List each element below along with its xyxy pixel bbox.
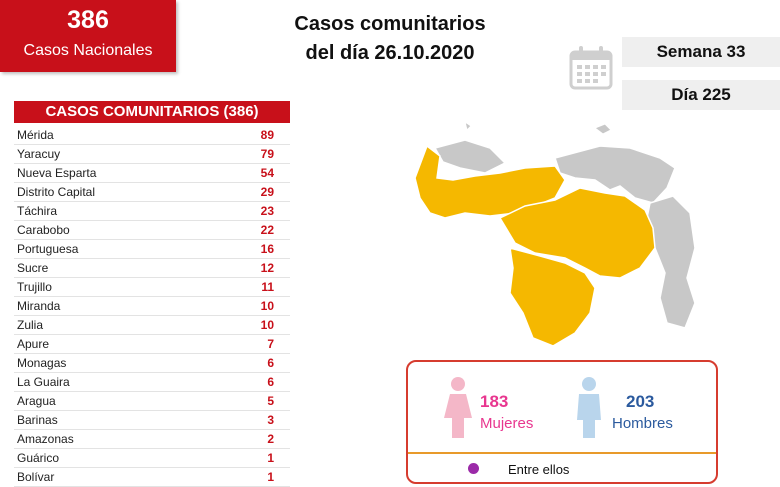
state-cases: 29 xyxy=(260,185,274,199)
men-count: 203 xyxy=(626,392,655,411)
state-name: Trujillo xyxy=(17,280,52,294)
table-row: Yaracuy 79 xyxy=(14,145,290,164)
calendar-icon xyxy=(569,46,613,90)
state-name: Amazonas xyxy=(17,432,74,446)
state-cases: 1 xyxy=(267,451,274,465)
man-icon xyxy=(577,377,601,438)
state-cases: 11 xyxy=(261,280,274,294)
table-row: Mérida 89 xyxy=(14,126,290,145)
woman-icon xyxy=(444,377,472,438)
map-region-south-yellow xyxy=(509,246,596,347)
page-title: Casos comunitarios del día 26.10.2020 xyxy=(240,10,540,68)
national-cases-count: 386 xyxy=(67,6,109,34)
table-row: Portuguesa 16 xyxy=(14,240,290,259)
cases-table: Mérida 89 Yaracuy 79 Nueva Esparta 54 Distrito… xyxy=(14,126,290,487)
state-cases: 10 xyxy=(260,299,274,313)
table-row: La Guaira 6 xyxy=(14,373,290,392)
state-name: Guárico xyxy=(17,451,60,465)
state-name: Táchira xyxy=(17,204,58,218)
table-row: Miranda 10 xyxy=(14,297,290,316)
table-row: Sucre 12 xyxy=(14,259,290,278)
state-name: Portuguesa xyxy=(17,242,79,256)
state-name: Monagas xyxy=(17,356,67,370)
state-cases: 6 xyxy=(267,375,274,389)
state-cases: 2 xyxy=(267,432,274,446)
state-name: Zulia xyxy=(17,318,44,332)
map-region-guayana-gray xyxy=(644,195,696,329)
state-name: Yaracuy xyxy=(17,147,61,161)
map-region-east-gray xyxy=(554,145,676,204)
state-name: Barinas xyxy=(17,413,58,427)
state-cases: 7 xyxy=(267,337,274,351)
table-row: Apure 7 xyxy=(14,335,290,354)
table-row: Barinas 3 xyxy=(14,411,290,430)
table-row: Guárico 1 xyxy=(14,449,290,468)
venezuela-map xyxy=(414,120,696,347)
table-row: Trujillo 11 xyxy=(14,278,290,297)
map-region-islands-gray xyxy=(464,120,612,135)
table-row: Táchira 23 xyxy=(14,202,290,221)
national-cases-label: Casos Nacionales xyxy=(23,42,153,59)
state-cases: 79 xyxy=(260,147,274,161)
table-header: CASOS COMUNITARIOS (386) xyxy=(14,101,290,123)
state-name: Carabobo xyxy=(17,223,70,237)
state-cases: 10 xyxy=(260,318,274,332)
state-name: Miranda xyxy=(17,299,61,313)
state-name: Distrito Capital xyxy=(17,185,96,199)
state-cases: 5 xyxy=(267,394,274,408)
men-label: Hombres xyxy=(612,415,673,432)
title-line-1: Casos comunitarios xyxy=(294,13,486,35)
table-row: Monagas 6 xyxy=(14,354,290,373)
state-cases: 89 xyxy=(260,128,274,142)
table-row: Bolívar 1 xyxy=(14,468,290,487)
table-row: Zulia 10 xyxy=(14,316,290,335)
title-line-2: del día 26.10.2020 xyxy=(305,42,475,64)
state-cases: 22 xyxy=(260,223,274,237)
state-cases: 6 xyxy=(267,356,274,370)
state-name: Apure xyxy=(17,337,50,351)
table-row: Amazonas 2 xyxy=(14,430,290,449)
state-name: Nueva Esparta xyxy=(17,166,97,180)
table-row: Carabobo 22 xyxy=(14,221,290,240)
women-label: Mujeres xyxy=(480,415,534,432)
state-name: Mérida xyxy=(17,128,54,142)
bullet-icon xyxy=(468,463,479,474)
state-name: La Guaira xyxy=(17,375,70,389)
state-cases: 54 xyxy=(260,166,274,180)
state-name: Bolívar xyxy=(17,470,55,484)
national-cases-box: 386 Casos Nacionales xyxy=(0,0,176,72)
state-cases: 3 xyxy=(267,413,274,427)
state-cases: 23 xyxy=(260,204,274,218)
state-name: Sucre xyxy=(17,261,49,275)
map-region-west-yellow xyxy=(414,144,566,219)
state-cases: 1 xyxy=(267,470,274,484)
week-box: Semana 33 xyxy=(622,37,780,67)
gender-box: 183 Mujeres 203 Hombres Entre ellos xyxy=(406,360,718,484)
map-region-northwest-gray xyxy=(433,139,507,174)
women-count: 183 xyxy=(480,392,509,411)
state-cases: 16 xyxy=(260,242,274,256)
table-row: Aragua 5 xyxy=(14,392,290,411)
map-region-central-yellow xyxy=(498,187,656,279)
state-name: Aragua xyxy=(17,394,56,408)
table-row: Distrito Capital 29 xyxy=(14,183,290,202)
gender-divider xyxy=(408,452,716,454)
state-cases: 12 xyxy=(260,261,274,275)
day-box: Día 225 xyxy=(622,80,780,110)
table-row: Nueva Esparta 54 xyxy=(14,164,290,183)
